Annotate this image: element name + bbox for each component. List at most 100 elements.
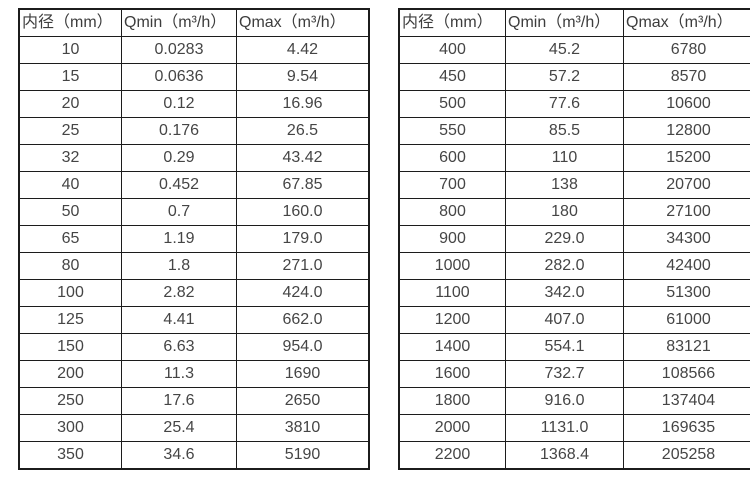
column-header: Qmax（m³/h） — [623, 8, 750, 37]
table-row: 250 17.6 2650 — [18, 387, 370, 415]
table-cell: 229.0 — [505, 225, 624, 253]
table-cell: 32 — [18, 144, 122, 172]
table-cell: 205258 — [623, 441, 750, 470]
table-cell: 20 — [18, 90, 122, 118]
table-cell: 4.41 — [121, 306, 237, 334]
table-cell: 150 — [18, 333, 122, 361]
table-cell: 250 — [18, 387, 122, 415]
table-row: 1800 916.0 137404 — [398, 387, 750, 415]
table-cell: 600 — [398, 144, 506, 172]
table-cell: 125 — [18, 306, 122, 334]
table-cell: 40 — [18, 171, 122, 199]
table-row: 10 0.0283 4.42 — [18, 36, 370, 64]
table-row: 1100 342.0 51300 — [398, 279, 750, 307]
table-cell: 3810 — [236, 414, 370, 442]
column-header: 内径（mm） — [18, 8, 122, 37]
table-row: 1200 407.0 61000 — [398, 306, 750, 334]
table-row: 40 0.452 67.85 — [18, 171, 370, 199]
header-row: 内径（mm） Qmin（m³/h） Qmax（m³/h） — [398, 8, 750, 37]
table-row: 32 0.29 43.42 — [18, 144, 370, 172]
table-row: 200 11.3 1690 — [18, 360, 370, 388]
table-cell: 10600 — [623, 90, 750, 118]
table-cell: 20700 — [623, 171, 750, 199]
table-row: 1400 554.1 83121 — [398, 333, 750, 361]
table-cell: 0.29 — [121, 144, 237, 172]
table-row: 500 77.6 10600 — [398, 90, 750, 118]
table-cell: 2.82 — [121, 279, 237, 307]
table-row: 550 85.5 12800 — [398, 117, 750, 145]
table-cell: 2200 — [398, 441, 506, 470]
table-cell: 25 — [18, 117, 122, 145]
table-row: 2000 1131.0 169635 — [398, 414, 750, 442]
table-cell: 43.42 — [236, 144, 370, 172]
table-cell: 954.0 — [236, 333, 370, 361]
table-cell: 424.0 — [236, 279, 370, 307]
table-cell: 916.0 — [505, 387, 624, 415]
flow-spec-table-right: 内径（mm） Qmin（m³/h） Qmax（m³/h） 400 45.2 6780 450… — [398, 8, 750, 470]
table-cell: 550 — [398, 117, 506, 145]
table-row: 20 0.12 16.96 — [18, 90, 370, 118]
table-row: 900 229.0 34300 — [398, 225, 750, 253]
table-cell: 1600 — [398, 360, 506, 388]
table-cell: 169635 — [623, 414, 750, 442]
table-cell: 1.8 — [121, 252, 237, 280]
table-row: 100 2.82 424.0 — [18, 279, 370, 307]
table-cell: 42400 — [623, 252, 750, 280]
table-cell: 16.96 — [236, 90, 370, 118]
table-cell: 108566 — [623, 360, 750, 388]
table-row: 15 0.0636 9.54 — [18, 63, 370, 91]
table-cell: 12800 — [623, 117, 750, 145]
table-cell: 80 — [18, 252, 122, 280]
table-cell: 554.1 — [505, 333, 624, 361]
table-row: 125 4.41 662.0 — [18, 306, 370, 334]
column-header: Qmin（m³/h） — [121, 8, 237, 37]
table-cell: 34300 — [623, 225, 750, 253]
table-cell: 1100 — [398, 279, 506, 307]
table-cell: 65 — [18, 225, 122, 253]
column-header: Qmin（m³/h） — [505, 8, 624, 37]
table-cell: 450 — [398, 63, 506, 91]
table-cell: 10 — [18, 36, 122, 64]
table-cell: 138 — [505, 171, 624, 199]
table-row: 450 57.2 8570 — [398, 63, 750, 91]
table-cell: 160.0 — [236, 198, 370, 226]
table-row: 1000 282.0 42400 — [398, 252, 750, 280]
table-cell: 137404 — [623, 387, 750, 415]
table-cell: 300 — [18, 414, 122, 442]
table-cell: 34.6 — [121, 441, 237, 470]
column-header: 内径（mm） — [398, 8, 506, 37]
table-cell: 500 — [398, 90, 506, 118]
table-cell: 11.3 — [121, 360, 237, 388]
table-row: 350 34.6 5190 — [18, 441, 370, 470]
table-cell: 200 — [18, 360, 122, 388]
table-cell: 0.0636 — [121, 63, 237, 91]
table-cell: 15200 — [623, 144, 750, 172]
table-cell: 100 — [18, 279, 122, 307]
table-cell: 1368.4 — [505, 441, 624, 470]
table-cell: 26.5 — [236, 117, 370, 145]
table-cell: 45.2 — [505, 36, 624, 64]
table-cell: 400 — [398, 36, 506, 64]
table-cell: 9.54 — [236, 63, 370, 91]
table-cell: 50 — [18, 198, 122, 226]
table-cell: 350 — [18, 441, 122, 470]
table-cell: 0.176 — [121, 117, 237, 145]
table-cell: 342.0 — [505, 279, 624, 307]
table-row: 50 0.7 160.0 — [18, 198, 370, 226]
table-cell: 5190 — [236, 441, 370, 470]
table-cell: 1200 — [398, 306, 506, 334]
table-cell: 110 — [505, 144, 624, 172]
table-cell: 83121 — [623, 333, 750, 361]
table-cell: 67.85 — [236, 171, 370, 199]
table-cell: 179.0 — [236, 225, 370, 253]
table-row: 700 138 20700 — [398, 171, 750, 199]
table-row: 65 1.19 179.0 — [18, 225, 370, 253]
table-cell: 0.7 — [121, 198, 237, 226]
table-cell: 800 — [398, 198, 506, 226]
table-cell: 25.4 — [121, 414, 237, 442]
table-cell: 8570 — [623, 63, 750, 91]
table-cell: 85.5 — [505, 117, 624, 145]
header-row: 内径（mm） Qmin（m³/h） Qmax（m³/h） — [18, 8, 370, 37]
table-cell: 15 — [18, 63, 122, 91]
